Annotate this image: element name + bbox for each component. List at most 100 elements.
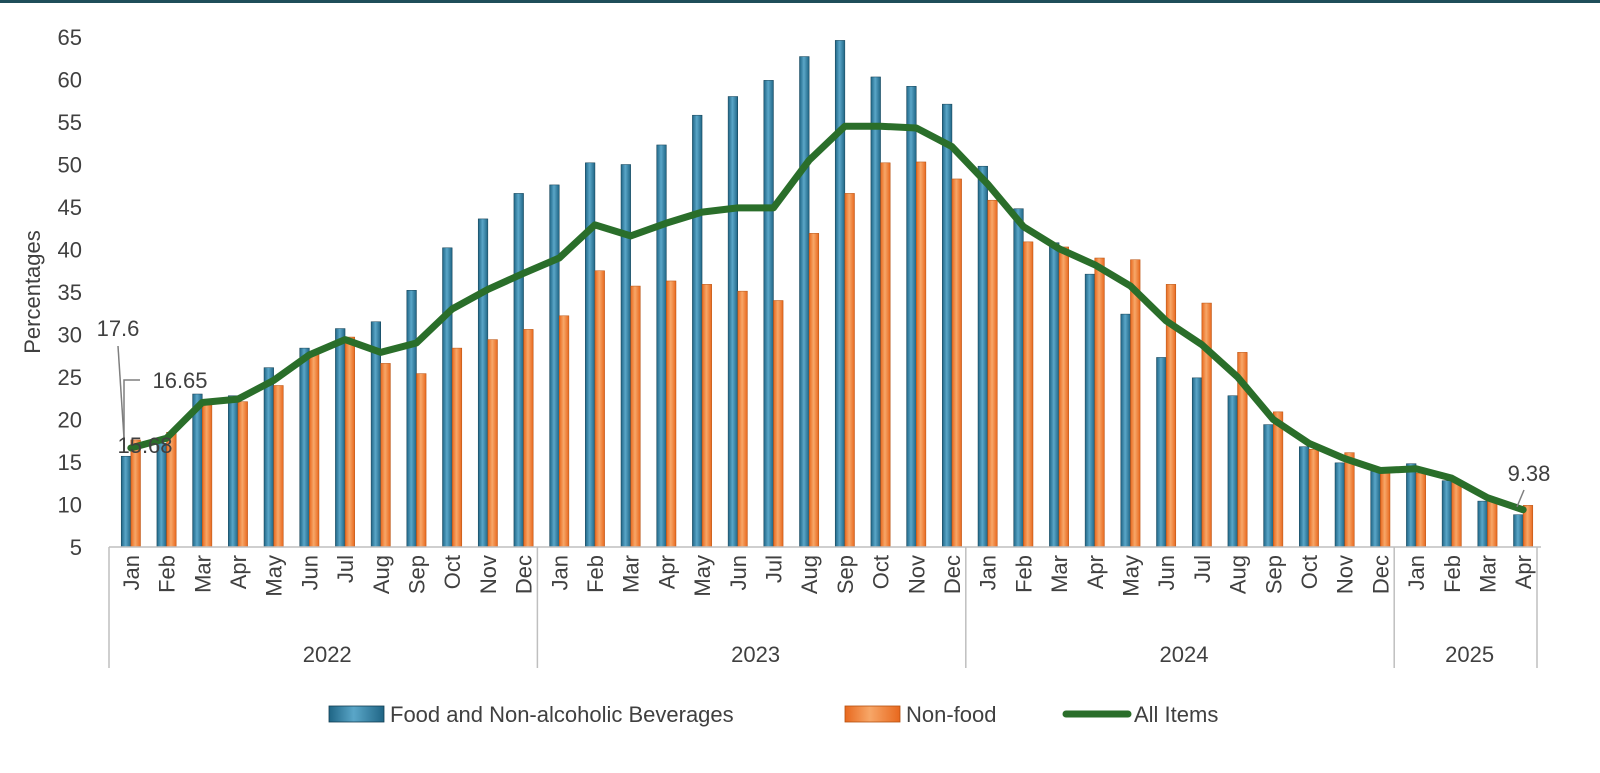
data-label: 9.38 <box>1508 461 1551 486</box>
bar-food <box>335 328 346 548</box>
bar-nonfood <box>1094 257 1105 548</box>
bar-nonfood <box>1273 411 1284 548</box>
y-tick-label: 50 <box>58 153 82 178</box>
x-tick-label: Feb <box>583 555 608 593</box>
bar-food <box>1334 462 1345 548</box>
bar-food <box>763 80 774 548</box>
x-tick-label: May <box>1118 555 1143 597</box>
bar-food <box>1049 242 1060 548</box>
bar-food <box>1084 273 1095 548</box>
x-tick-label: Oct <box>440 555 465 589</box>
x-tick-label: Dec <box>940 555 965 594</box>
bar-food <box>656 144 667 548</box>
x-tick-label: Apr <box>1511 555 1536 589</box>
legend-swatch <box>328 705 385 723</box>
bar-nonfood <box>630 285 641 548</box>
y-tick-label: 45 <box>58 195 82 220</box>
bar-food <box>692 114 703 548</box>
y-tick-label: 35 <box>58 280 82 305</box>
legend-label: Non-food <box>906 702 997 727</box>
bar-food <box>799 56 810 548</box>
bar-nonfood <box>773 300 784 548</box>
x-tick-label: Mar <box>190 555 215 593</box>
bar-food <box>1227 395 1238 548</box>
bar-nonfood <box>380 363 391 548</box>
bar-nonfood <box>1344 452 1355 548</box>
bar-food <box>942 103 953 548</box>
x-tick-label: Jan <box>119 555 144 590</box>
year-label: 2022 <box>303 642 352 667</box>
bar-nonfood <box>1023 241 1034 548</box>
bar-food <box>1370 471 1381 548</box>
bar-food <box>192 393 203 548</box>
data-label: 16.65 <box>152 368 207 393</box>
year-label: 2024 <box>1160 642 1209 667</box>
y-tick-label: 55 <box>58 110 82 135</box>
bar-food <box>228 395 239 548</box>
bar-nonfood <box>202 404 213 548</box>
year-label: 2025 <box>1445 642 1494 667</box>
bar-nonfood <box>1487 497 1498 548</box>
bar-food <box>477 218 489 548</box>
bar-food <box>620 164 631 548</box>
bar-food <box>120 455 132 548</box>
bar-food <box>549 184 560 548</box>
x-tick-label: Nov <box>476 555 501 594</box>
data-label: 17.6 <box>97 316 140 341</box>
bar-food <box>156 443 167 548</box>
y-tick-label: 40 <box>58 238 82 263</box>
year-label: 2023 <box>731 642 780 667</box>
bar-nonfood <box>916 161 927 548</box>
bar-nonfood <box>273 385 284 548</box>
bar-nonfood <box>1058 246 1069 548</box>
bar-food <box>442 247 453 548</box>
x-tick-label: Sep <box>1261 555 1286 594</box>
x-tick-label: Aug <box>369 555 394 594</box>
top-border <box>0 0 1600 3</box>
data-label-leader <box>1516 489 1525 508</box>
data-label: 15.68 <box>117 433 172 458</box>
y-tick-label: 25 <box>58 365 82 390</box>
y-tick-label: 60 <box>58 68 82 93</box>
x-tick-label: Mar <box>1047 555 1072 593</box>
bar-food <box>585 162 596 548</box>
y-tick-label: 10 <box>58 493 82 518</box>
bar-nonfood <box>951 178 962 548</box>
x-tick-label: Oct <box>869 555 894 589</box>
x-tick-label: Dec <box>1368 555 1393 594</box>
y-tick-label: 20 <box>58 408 82 433</box>
bar-nonfood <box>808 233 820 548</box>
x-tick-label: Dec <box>512 555 537 594</box>
bar-food <box>834 40 846 548</box>
x-tick-label: Aug <box>797 555 822 594</box>
x-tick-label: Sep <box>833 555 858 594</box>
x-tick-label: Feb <box>155 555 180 593</box>
data-label-leader <box>123 379 140 446</box>
bar-nonfood <box>666 280 677 548</box>
bar-nonfood <box>451 347 463 548</box>
bar-nonfood <box>701 284 712 548</box>
bar-nonfood <box>344 336 355 548</box>
x-tick-label: May <box>690 555 715 597</box>
x-tick-label: Jul <box>761 555 786 583</box>
bar-nonfood <box>1451 482 1462 548</box>
x-tick-label: Jul <box>1190 555 1215 583</box>
bar-nonfood <box>844 193 855 548</box>
legend-label: All Items <box>1134 702 1218 727</box>
y-tick-label: 15 <box>58 450 82 475</box>
bar-food <box>1263 424 1274 548</box>
data-label-leader <box>117 345 125 438</box>
bar-nonfood <box>1308 449 1319 548</box>
x-tick-label: Sep <box>404 555 429 594</box>
bar-food <box>1191 377 1203 548</box>
x-tick-label: Jun <box>1154 555 1179 590</box>
y-tick-label: 65 <box>58 25 82 50</box>
x-tick-label: Jun <box>297 555 322 590</box>
bar-nonfood <box>487 339 498 548</box>
x-tick-label: Jan <box>1404 555 1429 590</box>
bar-nonfood <box>309 351 320 548</box>
bar-food <box>1406 463 1417 548</box>
bar-food <box>727 96 739 548</box>
bar-food <box>977 165 988 548</box>
bar-food <box>1513 514 1524 548</box>
